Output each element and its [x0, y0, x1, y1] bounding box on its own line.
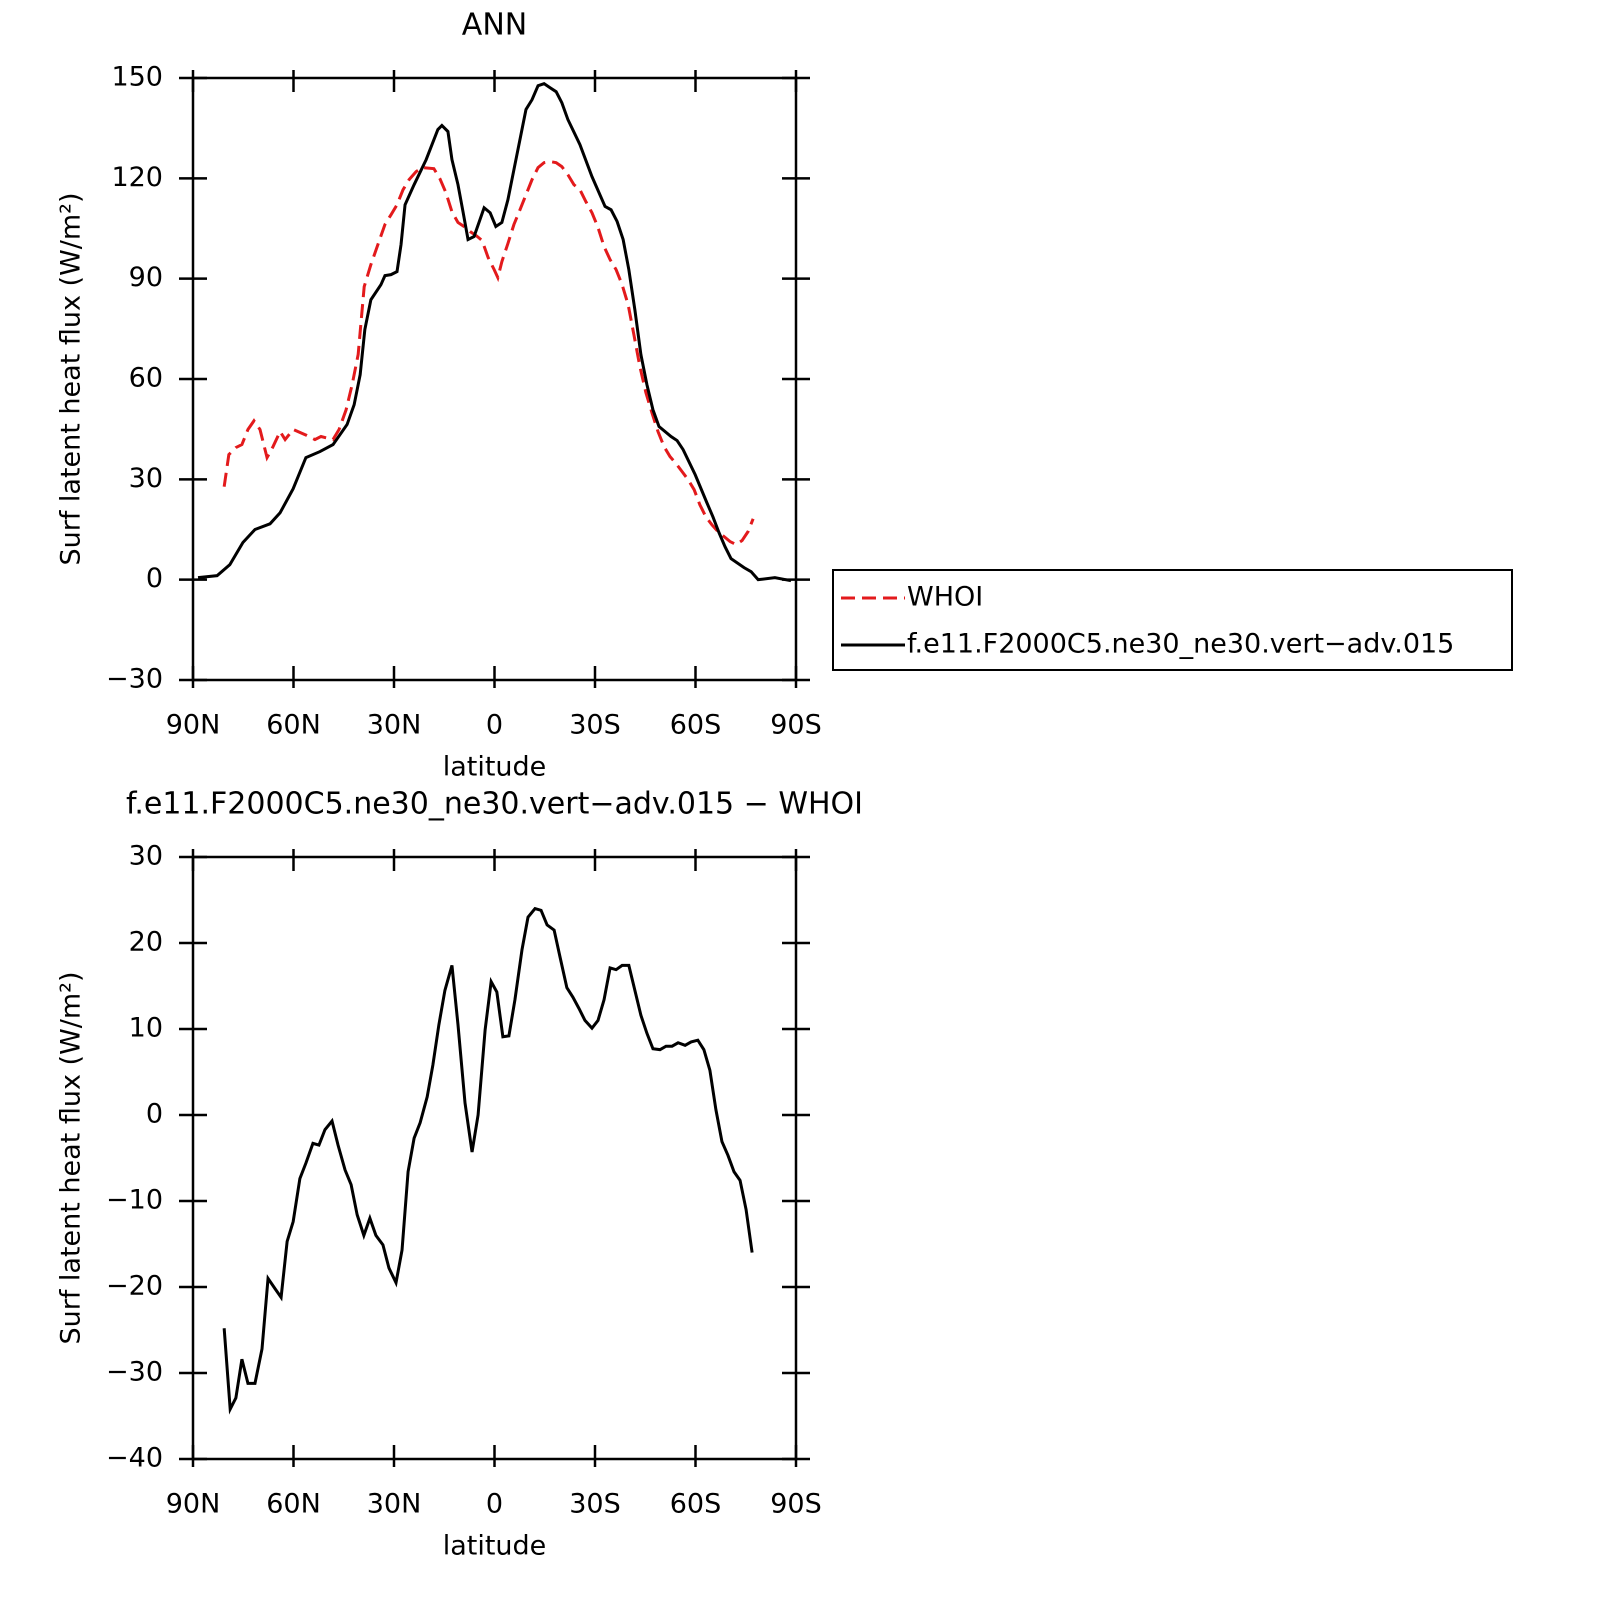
x-tick-label: 30S [569, 1489, 621, 1520]
y-tick-label: 20 [129, 927, 163, 958]
y-tick-label: 10 [129, 1013, 163, 1044]
data-line [222, 160, 755, 547]
x-tick-label: 60N [266, 1489, 321, 1520]
x-tick-label: 60N [266, 710, 321, 741]
y-tick-label: 90 [129, 262, 163, 293]
legend-label: f.e11.F2000C5.ne30_ne30.vert−adv.015 [907, 629, 1454, 660]
y-tick-label: −20 [106, 1271, 163, 1302]
plot-frame [191, 76, 798, 682]
x-tick-label: 30S [569, 710, 621, 741]
legend-label: WHOI [907, 582, 983, 613]
y-tick-label: −30 [106, 1357, 163, 1388]
x-axis-label: latitude [443, 752, 547, 783]
x-tick-label: 60S [670, 710, 722, 741]
chart-title: ANN [462, 8, 527, 43]
legend-box [832, 569, 1513, 671]
x-tick-label: 0 [486, 1489, 503, 1520]
y-tick-label: 30 [129, 463, 163, 494]
y-tick-label: −40 [106, 1443, 163, 1474]
y-tick-label: 150 [111, 62, 163, 93]
x-axis-label: latitude [443, 1531, 547, 1562]
plot-frame [191, 855, 798, 1461]
x-tick-label: 0 [486, 710, 503, 741]
x-tick-label: 30N [367, 710, 422, 741]
y-tick-label: 0 [146, 563, 163, 594]
data-line [222, 906, 754, 1415]
x-tick-label: 90N [166, 1489, 221, 1520]
x-tick-label: 90S [770, 1489, 822, 1520]
x-tick-label: 90S [770, 710, 822, 741]
y-tick-label: 30 [129, 841, 163, 872]
y-axis-label: Surf latent heat flux (W/m²) [56, 971, 87, 1344]
y-tick-label: −10 [106, 1185, 163, 1216]
y-tick-label: 0 [146, 1099, 163, 1130]
chart-title: f.e11.F2000C5.ne30_ne30.vert−adv.015 − W… [126, 787, 863, 822]
y-tick-label: 60 [129, 363, 163, 394]
data-line [197, 82, 792, 583]
x-tick-label: 60S [670, 1489, 722, 1520]
y-axis-label: Surf latent heat flux (W/m²) [56, 192, 87, 565]
y-tick-label: −30 [106, 664, 163, 695]
x-tick-label: 90N [166, 710, 221, 741]
x-tick-label: 30N [367, 1489, 422, 1520]
y-tick-label: 120 [111, 162, 163, 193]
